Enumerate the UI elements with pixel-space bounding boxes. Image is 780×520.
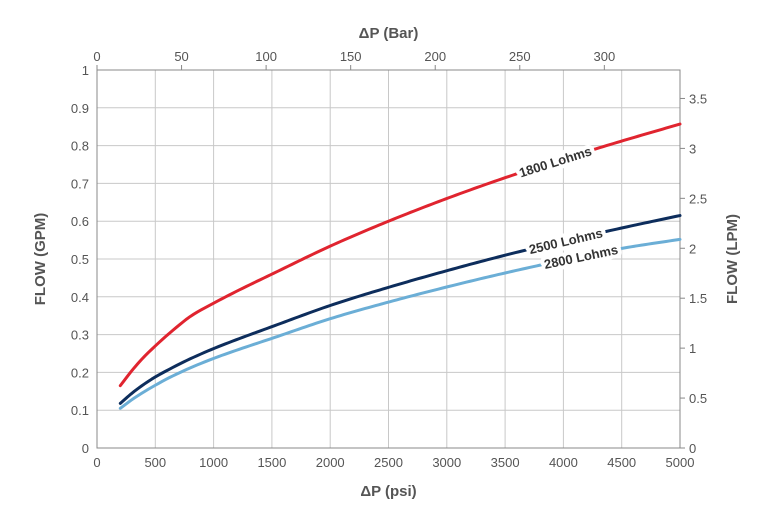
x-top-tick-label: 100	[255, 49, 277, 64]
y-tick-label: 0.6	[71, 214, 89, 229]
x-tick-label: 4000	[549, 455, 578, 470]
series-line-1800-lohms	[118, 122, 682, 388]
y-right-tick-label: 2.5	[689, 191, 707, 206]
x-tick-label: 4500	[607, 455, 636, 470]
y-tick-label: 0.8	[71, 139, 89, 154]
x-top-tick-label: 250	[509, 49, 531, 64]
y-tick-label: 0.5	[71, 252, 89, 267]
series-line-2500-lohms	[118, 214, 682, 405]
x-top-tick-label: 200	[424, 49, 446, 64]
y-right-tick-label: 2	[689, 241, 696, 256]
y-tick-label: 1	[82, 63, 89, 78]
y-tick-label: 0	[82, 441, 89, 456]
x-top-tick-label: 0	[93, 49, 100, 64]
x-tick-label: 5000	[666, 455, 695, 470]
series-label-1800-lohms: 1800 Lohms	[517, 143, 593, 180]
y-tick-label: 0.9	[71, 101, 89, 116]
y-right-tick-label: 0.5	[689, 391, 707, 406]
y-right-tick-label: 1.5	[689, 291, 707, 306]
x-tick-label: 2000	[316, 455, 345, 470]
y-right-tick-label: 1	[689, 341, 696, 356]
x-top-tick-label: 150	[340, 49, 362, 64]
y-tick-label: 0.2	[71, 365, 89, 380]
y-right-tick-label: 3	[689, 141, 696, 156]
x-tick-label: 500	[144, 455, 166, 470]
series-line-2800-lohms	[118, 237, 682, 410]
x-tick-label: 3000	[432, 455, 461, 470]
y-axis-title: FLOW (GPM)	[32, 213, 49, 305]
y-tick-label: 0.4	[71, 290, 89, 305]
x-top-axis-title: ΔP (Bar)	[359, 25, 419, 42]
y-tick-label: 0.3	[71, 328, 89, 343]
y-tick-label: 0.1	[71, 403, 89, 418]
x-tick-label: 3500	[491, 455, 520, 470]
x-axis-title: ΔP (psi)	[360, 483, 416, 500]
x-tick-label: 1500	[257, 455, 286, 470]
y-right-axis-title: FLOW (LPM)	[724, 214, 741, 304]
x-top-tick-label: 50	[174, 49, 188, 64]
x-top-tick-label: 300	[593, 49, 615, 64]
y-right-tick-label: 0	[689, 441, 696, 456]
x-tick-label: 0	[93, 455, 100, 470]
y-tick-label: 0.7	[71, 176, 89, 191]
tick-labels: 0 500 1000 1500 2000 2500 3000 3500 4000 4500 5000…	[71, 49, 707, 470]
plot-frame	[96, 69, 681, 449]
y-right-tick-label: 3.5	[689, 91, 707, 106]
x-tick-label: 1000	[199, 455, 228, 470]
x-tick-label: 2500	[374, 455, 403, 470]
